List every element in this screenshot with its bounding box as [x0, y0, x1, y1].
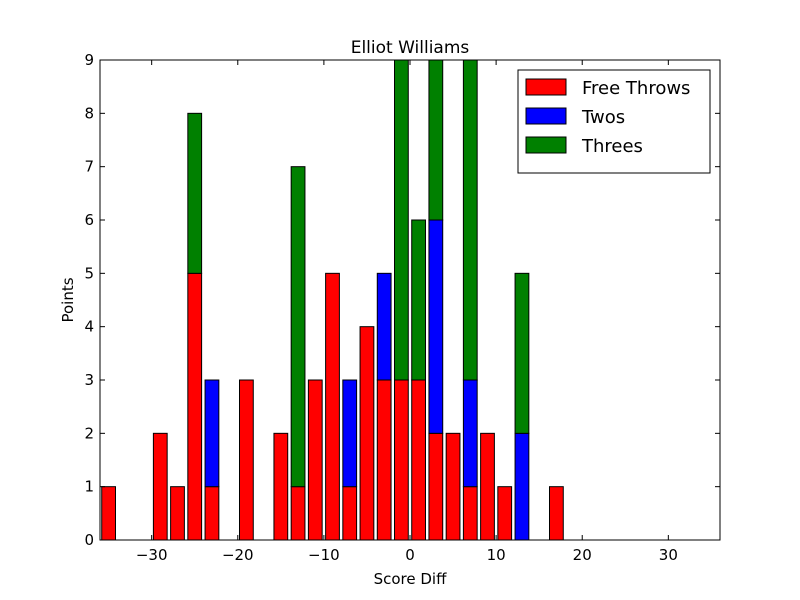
bar-free-throws	[549, 486, 564, 541]
bar-free-throws	[307, 379, 323, 541]
legend-swatch	[525, 78, 567, 96]
x-tick-label: 0	[405, 546, 415, 564]
y-tick-label: 9	[84, 51, 94, 69]
legend-label: Twos	[581, 107, 625, 128]
bar-free-throws	[359, 326, 375, 541]
bar-free-throws	[462, 486, 478, 541]
bar-free-throws	[204, 486, 220, 541]
y-tick-label: 8	[84, 104, 94, 122]
bar-twos	[514, 432, 530, 541]
y-tick-label: 5	[84, 264, 94, 282]
bar-free-throws	[273, 432, 289, 541]
plot-frame	[99, 59, 721, 541]
bar-free-throws	[445, 432, 461, 541]
y-tick-label: 1	[84, 478, 94, 496]
bar-twos	[342, 379, 358, 488]
y-tick-label: 2	[84, 424, 94, 442]
y-tick-label: 4	[84, 318, 94, 336]
x-tick-label: −20	[222, 546, 254, 564]
bar-free-throws	[187, 272, 203, 541]
bar-twos	[376, 272, 392, 381]
bar-threes	[514, 272, 530, 434]
bar-free-throws	[394, 379, 409, 541]
ticks: −30 −20 −10 0 10 20 30 0 1 2 3 4 5 6 7 8 9	[84, 51, 720, 564]
bar-free-throws	[170, 486, 185, 541]
y-tick-label: 3	[84, 371, 94, 389]
bar-twos	[428, 219, 444, 434]
bar-threes	[187, 112, 203, 274]
bar-free-throws	[411, 379, 427, 541]
legend-label: Free Throws	[582, 78, 690, 99]
chart-title: Elliot Williams	[351, 38, 470, 58]
bar-twos	[462, 379, 478, 488]
x-axis-label: Score Diff	[374, 570, 447, 588]
y-tick-label: 0	[84, 531, 94, 549]
bar-free-throws	[325, 272, 340, 541]
x-tick-label: 30	[659, 546, 678, 564]
bar-threes	[462, 59, 478, 381]
bar-free-throws	[480, 432, 495, 541]
bar-threes	[428, 59, 444, 221]
bar-free-throws	[428, 432, 444, 541]
bar-free-throws	[101, 486, 117, 541]
x-tick-label: 10	[487, 546, 506, 564]
x-tick-label: 20	[573, 546, 592, 564]
bar-free-throws	[152, 432, 168, 541]
y-tick-label: 6	[84, 211, 94, 229]
bar-threes	[290, 166, 306, 488]
bar-free-throws	[239, 379, 254, 541]
x-tick-label: −10	[308, 546, 340, 564]
legend-swatch	[525, 136, 567, 154]
bar-free-throws	[290, 486, 306, 541]
y-axis-label: Points	[59, 277, 77, 322]
bar-free-throws	[342, 486, 358, 541]
bars	[101, 59, 564, 541]
bar-threes	[394, 59, 409, 381]
legend-swatch	[525, 107, 567, 125]
legend: Free Throws Twos Threes	[517, 69, 711, 174]
bar-threes	[411, 219, 427, 381]
bar-free-throws	[376, 379, 392, 541]
legend-label: Threes	[581, 136, 643, 157]
bar-twos	[204, 379, 220, 488]
bar-free-throws	[497, 486, 513, 541]
y-tick-label: 7	[84, 158, 94, 176]
x-tick-label: −30	[136, 546, 168, 564]
